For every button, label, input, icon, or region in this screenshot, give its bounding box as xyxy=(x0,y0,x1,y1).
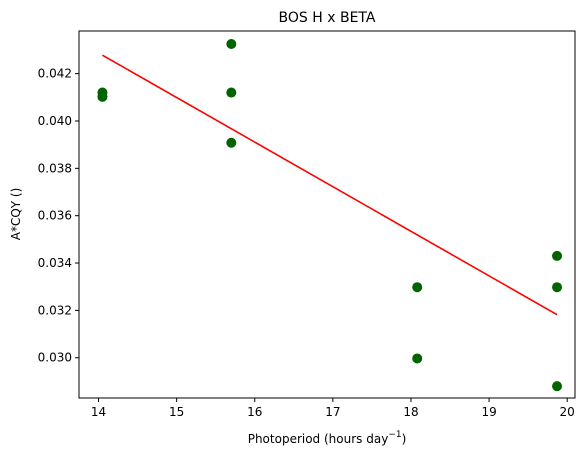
data-point xyxy=(552,250,563,261)
y-tick-label: 0.030 xyxy=(38,351,72,365)
x-tick-label: 19 xyxy=(481,405,496,419)
x-axis-title: Photoperiod (hours day−1) xyxy=(248,430,407,446)
x-axis-title-close: ) xyxy=(402,432,407,446)
data-point xyxy=(412,282,423,293)
x-tick-label: 15 xyxy=(169,405,184,419)
y-axis-ticks: 0.030 0.032 0.034 0.036 0.038 0.040 0.042 xyxy=(38,67,79,365)
x-axis-ticks: 14 15 16 17 18 19 20 xyxy=(91,398,575,419)
x-axis-title-superscript: −1 xyxy=(388,430,401,440)
trend-line xyxy=(102,54,558,316)
x-tick-label: 14 xyxy=(91,405,106,419)
plot-marks xyxy=(97,39,563,392)
x-tick-label: 20 xyxy=(560,405,575,419)
data-point xyxy=(226,39,237,50)
y-tick-label: 0.036 xyxy=(38,209,72,223)
plot-background xyxy=(79,31,575,398)
data-point xyxy=(97,91,108,102)
x-tick-label: 17 xyxy=(325,405,340,419)
data-point xyxy=(412,353,423,364)
y-tick-label: 0.032 xyxy=(38,303,72,317)
x-tick-label: 16 xyxy=(247,405,262,419)
y-axis-title: A*CQY () xyxy=(9,188,23,241)
data-point xyxy=(552,381,563,392)
plot-frame xyxy=(78,30,576,399)
data-point xyxy=(226,137,237,148)
y-tick-label: 0.042 xyxy=(38,67,72,81)
y-tick-label: 0.038 xyxy=(38,161,72,175)
y-tick-label: 0.040 xyxy=(38,114,72,128)
chart-title: BOS H x BETA xyxy=(279,10,376,26)
data-point xyxy=(552,282,563,293)
x-axis-title-main: Photoperiod (hours day xyxy=(248,432,389,446)
y-tick-label: 0.034 xyxy=(38,256,72,270)
data-point xyxy=(226,87,237,98)
x-tick-label: 18 xyxy=(403,405,418,419)
